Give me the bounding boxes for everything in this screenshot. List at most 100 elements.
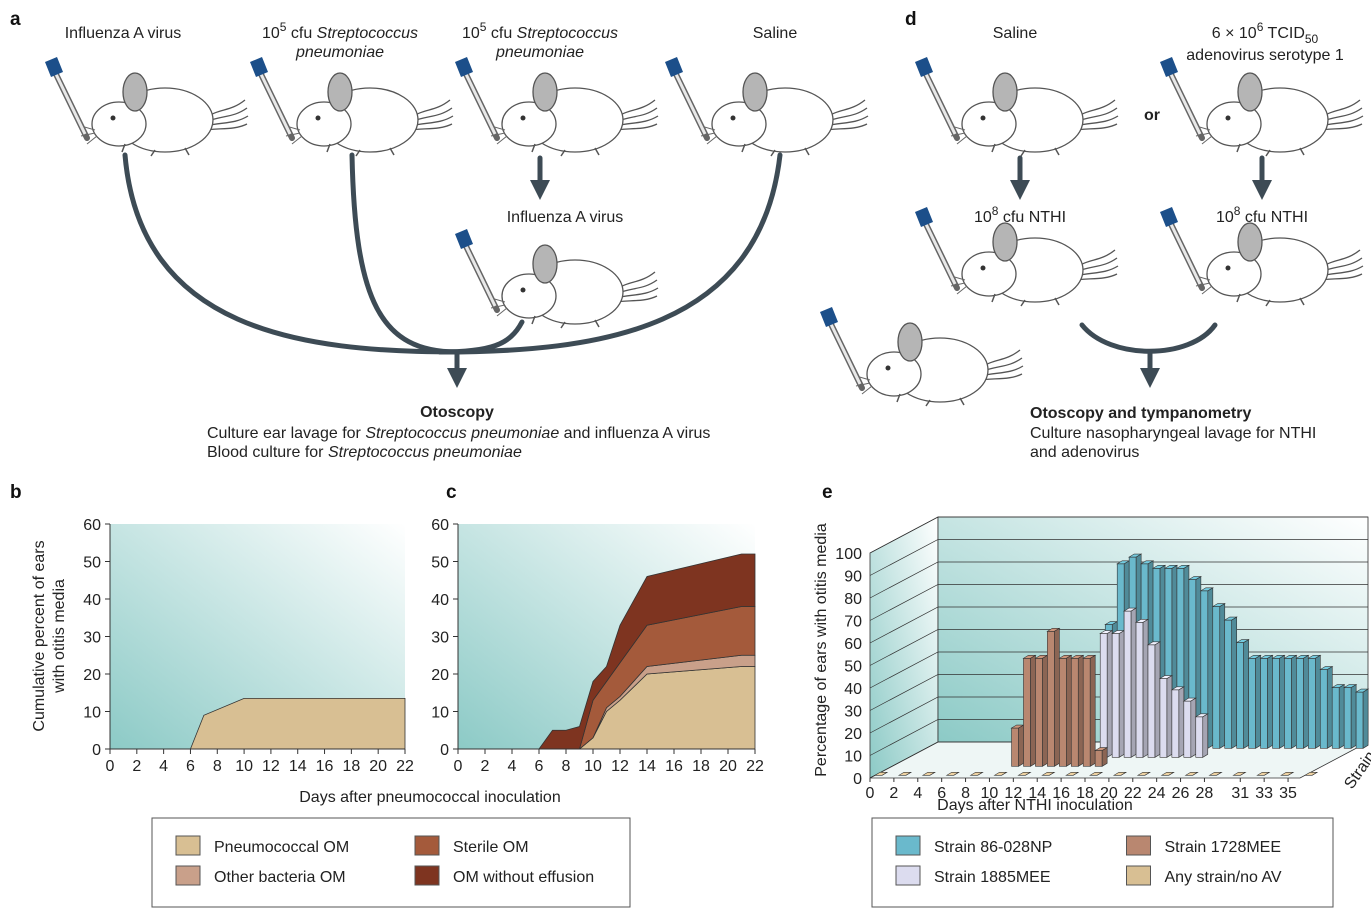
label: Culture ear lavage for (207, 425, 365, 442)
x-tick-label: 20 (369, 758, 387, 775)
y-axis-label: with otitis media (51, 579, 68, 694)
bar-front (1160, 679, 1167, 758)
legend-swatch (415, 836, 439, 855)
x-tick-label: 35 (1279, 785, 1297, 802)
z-axis-label: Strain (1341, 748, 1371, 792)
y-tick-label: 40 (844, 681, 862, 698)
legend-box (152, 818, 630, 907)
x-tick-label: 10 (235, 758, 253, 775)
panel-letter: c (446, 482, 457, 503)
bar-front (1184, 701, 1191, 757)
bar-front (1059, 658, 1066, 766)
bar-side (1191, 698, 1196, 757)
bar-side (1363, 689, 1368, 748)
label: TCID (1263, 25, 1304, 42)
y-tick-label: 60 (844, 636, 862, 653)
x-axis-label: Days after NTHI inoculation (937, 797, 1133, 814)
label: cfu NTHI (1240, 209, 1308, 226)
x-tick-label: 18 (692, 758, 710, 775)
bar-front (1296, 658, 1303, 748)
bar-front (1095, 751, 1102, 767)
x-tick-label: 4 (159, 758, 168, 775)
label: Influenza A virus (507, 209, 624, 226)
bar-side (1208, 588, 1213, 749)
x-tick-label: 2 (132, 758, 141, 775)
label: and influenza A virus (559, 425, 710, 442)
y-tick-label: 10 (431, 705, 449, 722)
y-tick-label: 0 (853, 771, 862, 788)
label: Streptococcus pneumoniae (365, 425, 559, 442)
panel-letter: a (10, 9, 21, 30)
y-tick-label: 0 (92, 742, 101, 759)
panel-letter: b (10, 482, 22, 503)
x-tick-label: 22 (746, 758, 764, 775)
y-tick-label: 90 (844, 569, 862, 586)
label: 10 (974, 209, 992, 226)
x-tick-label: 6 (535, 758, 544, 775)
bar-front (1112, 634, 1119, 758)
x-tick-label: 31 (1231, 785, 1249, 802)
x-tick-label: 14 (638, 758, 656, 775)
label: pneumoniae (495, 44, 584, 61)
bar-side (1303, 655, 1308, 748)
legend-swatch (896, 836, 920, 855)
x-tick-label: 12 (262, 758, 280, 775)
legend-swatch (896, 866, 920, 885)
label: Influenza A virus (65, 25, 182, 42)
bar-side (1155, 642, 1160, 758)
x-tick-label: 14 (289, 758, 307, 775)
bar-front (1249, 658, 1256, 748)
label: pneumoniae (295, 44, 384, 61)
label: cfu (286, 25, 316, 42)
x-tick-label: 0 (454, 758, 463, 775)
bar-side (1030, 655, 1035, 766)
bar-front (1225, 620, 1232, 748)
y-tick-label: 60 (431, 517, 449, 534)
label: Streptococcus pneumoniae (328, 444, 522, 461)
bar-front (1124, 611, 1131, 757)
y-tick-label: 30 (83, 630, 101, 647)
bar-side (1220, 604, 1225, 749)
x-tick-label: 22 (396, 758, 414, 775)
panel-letter: e (822, 482, 833, 503)
label: Otoscopy (420, 404, 494, 421)
mouse (665, 57, 868, 156)
bar-front (1035, 658, 1042, 766)
legend-swatch (176, 866, 200, 885)
x-tick-label: 12 (611, 758, 629, 775)
bar-front (1071, 658, 1078, 766)
legend-box (872, 818, 1333, 907)
bar-front (1023, 658, 1030, 766)
figure: a Influenza A virus 105 cfu Streptococcu… (0, 0, 1371, 908)
bar-front (1237, 643, 1244, 749)
bar-side (1054, 628, 1059, 766)
y-tick-label: 30 (844, 704, 862, 721)
y-axis-label: Cumulative percent of ears (31, 540, 48, 731)
bar-front (1196, 717, 1203, 758)
bar-front (1100, 634, 1107, 758)
x-tick-label: 28 (1196, 785, 1214, 802)
y-tick-label: 20 (83, 667, 101, 684)
bar-side (1203, 714, 1208, 758)
bar-front (1172, 690, 1179, 758)
bar-front (1148, 645, 1155, 758)
mouse (455, 57, 658, 156)
x-tick-label: 18 (342, 758, 360, 775)
bar-side (1078, 655, 1083, 766)
y-tick-label: 80 (844, 591, 862, 608)
connector (440, 322, 522, 352)
x-tick-label: 10 (584, 758, 602, 775)
legend-label: Strain 1728MEE (1165, 839, 1282, 856)
panel-letter: d (905, 9, 917, 30)
bar-front (1320, 670, 1327, 749)
bar-side (1232, 617, 1237, 748)
bar-side (1042, 655, 1047, 766)
label: Blood culture for (207, 444, 328, 461)
bar-side (1066, 655, 1071, 766)
mouse (820, 307, 1023, 406)
bar-front (1213, 607, 1220, 749)
x-tick-label: 24 (1148, 785, 1166, 802)
bar-front (1083, 658, 1090, 766)
x-axis-label: Days after pneumococcal inoculation (299, 789, 560, 806)
bar-front (1284, 658, 1291, 748)
